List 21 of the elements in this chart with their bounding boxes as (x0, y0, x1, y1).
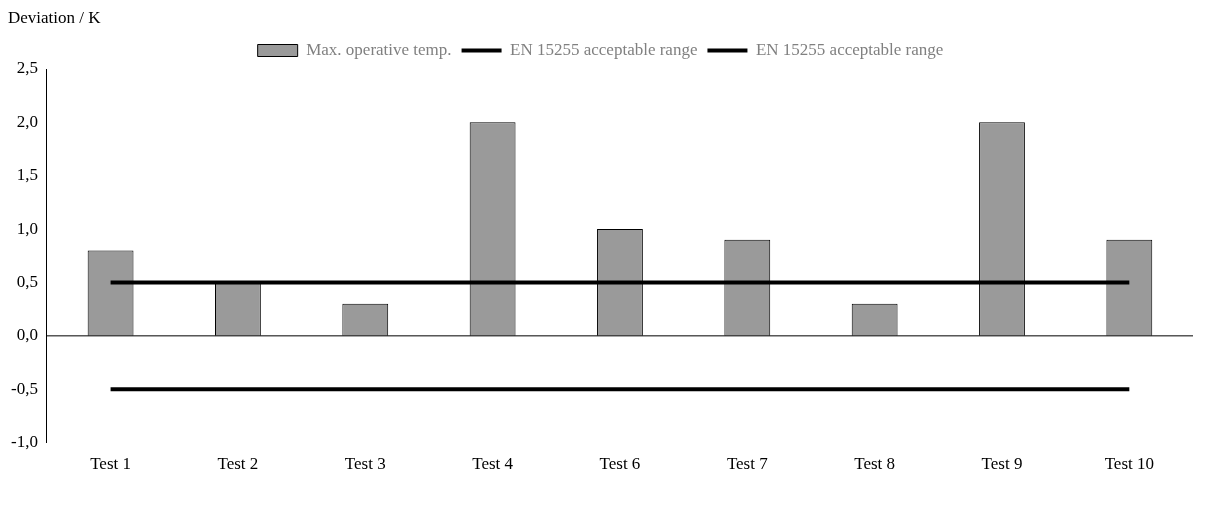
legend-label: EN 15255 acceptable range (510, 39, 698, 59)
y-tick-label: 2,0 (16, 111, 38, 131)
x-tick-label: Test 3 (344, 454, 386, 474)
x-tick-label: Test 1 (90, 454, 131, 474)
legend-label: EN 15255 acceptable range (755, 39, 944, 59)
x-tick-label: Test 6 (599, 454, 641, 474)
y-tick-label: -0,5 (10, 378, 38, 398)
y-tick-label: -1,0 (10, 432, 38, 452)
y-tick-label: 2,5 (16, 58, 38, 78)
y-tick-label: 0,0 (16, 325, 38, 345)
x-tick-label: Test 2 (217, 454, 259, 474)
y-tick-label: 0,5 (16, 271, 38, 291)
x-tick-label: Test 9 (981, 454, 1023, 474)
x-tick-label: Test 7 (726, 454, 769, 474)
x-tick-label: Test 10 (1104, 454, 1154, 474)
x-tick-label: Test 4 (472, 454, 514, 474)
y-tick-label: 1,5 (16, 165, 38, 185)
x-tick-label: Test 8 (854, 454, 896, 474)
y-axis-title: Deviation / K (8, 8, 102, 28)
y-tick-label: 1,0 (16, 218, 38, 238)
legend-label: Max. operative temp. (306, 39, 452, 59)
